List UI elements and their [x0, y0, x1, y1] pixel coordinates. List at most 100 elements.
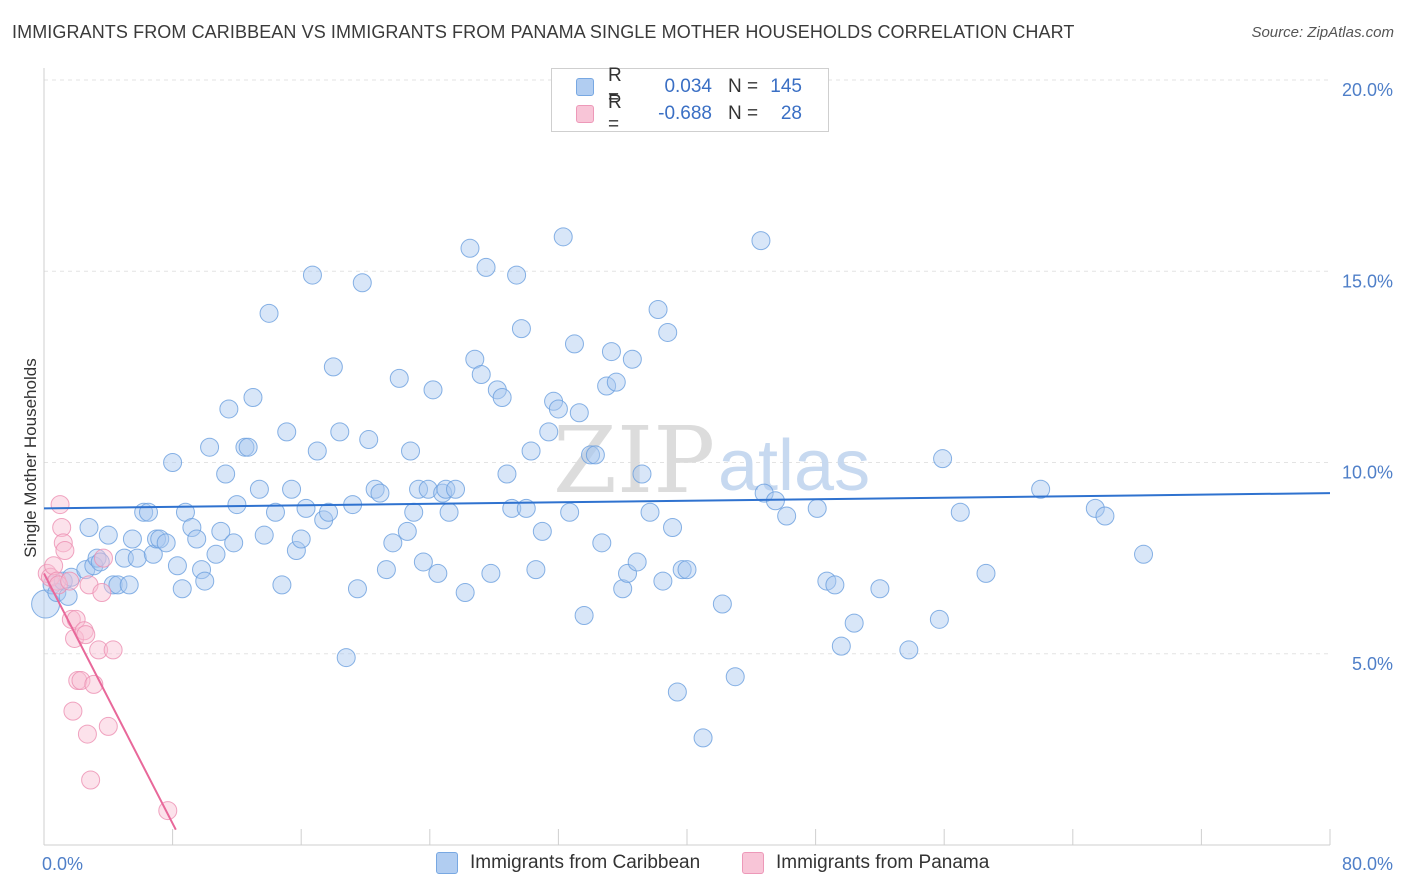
caribbean-point	[564, 334, 584, 354]
caribbean-point	[622, 349, 642, 369]
caribbean-point	[870, 579, 890, 599]
caribbean-point	[492, 387, 512, 407]
x-tick-label-min: 0.0%	[42, 854, 83, 874]
legend-swatch-caribbean	[576, 78, 594, 96]
caribbean-point	[389, 368, 409, 388]
caribbean-point	[751, 231, 771, 251]
caribbean-point	[401, 441, 421, 461]
caribbean-point	[712, 594, 732, 614]
y-tick-label: 15.0%	[1342, 271, 1393, 291]
legend-n-value: 28	[780, 103, 802, 124]
caribbean-trend-line	[43, 492, 1331, 510]
caribbean-point	[672, 560, 692, 580]
caribbean-point	[1134, 544, 1154, 564]
caribbean-point	[282, 479, 302, 499]
caribbean-point	[200, 437, 220, 457]
caribbean-point	[359, 430, 379, 450]
caribbean-point	[79, 518, 99, 538]
caribbean-point	[455, 583, 475, 603]
y-axis-label: Single Mother Households	[21, 358, 40, 557]
caribbean-point	[677, 560, 697, 580]
panama-trend-line	[43, 572, 177, 831]
caribbean-point	[423, 380, 443, 400]
caribbean-point	[291, 529, 311, 549]
caribbean-point	[446, 479, 466, 499]
caribbean-point	[597, 376, 617, 396]
caribbean-point	[330, 422, 350, 442]
y-tick-label: 10.0%	[1342, 463, 1393, 483]
caribbean-point	[548, 399, 568, 419]
legend-swatch-panama	[576, 105, 594, 123]
legend-n-value: 145	[770, 76, 802, 97]
caribbean-point	[950, 502, 970, 522]
caribbean-point	[347, 579, 367, 599]
series-legend-panama[interactable]: Immigrants from Panama	[742, 852, 989, 874]
caribbean-point	[187, 529, 207, 549]
caribbean-point	[296, 498, 316, 518]
caribbean-point	[569, 403, 589, 423]
caribbean-point	[807, 498, 827, 518]
caribbean-point	[693, 728, 713, 748]
caribbean-point	[87, 548, 107, 568]
source-label: Source: ZipAtlas.com	[1251, 24, 1394, 41]
watermark-atlas: atlas	[718, 426, 870, 506]
panama-point	[53, 533, 73, 553]
caribbean-point	[497, 464, 517, 484]
panama-point	[63, 701, 83, 721]
caribbean-point	[481, 563, 501, 583]
series-label-caribbean: Immigrants from Caribbean	[470, 852, 701, 873]
caribbean-point	[192, 560, 212, 580]
caribbean-point	[272, 575, 292, 595]
caribbean-point	[592, 533, 612, 553]
caribbean-point	[409, 479, 429, 499]
caribbean-point	[323, 357, 343, 377]
panama-point	[50, 495, 70, 515]
caribbean-point	[182, 518, 202, 538]
caribbean-point	[632, 464, 652, 484]
series-swatch-caribbean	[436, 852, 458, 874]
legend-row-panama: R = -0.688 N = 28	[576, 92, 802, 135]
panama-point	[93, 548, 113, 568]
caribbean-point	[307, 441, 327, 461]
caribbean-point	[127, 548, 147, 568]
caribbean-point	[216, 464, 236, 484]
caribbean-point	[119, 575, 139, 595]
panama-point	[44, 556, 64, 576]
caribbean-point	[476, 257, 496, 277]
caribbean-point	[436, 479, 456, 499]
caribbean-point	[433, 483, 453, 503]
caribbean-point	[653, 571, 673, 591]
caribbean-point	[1095, 506, 1115, 526]
caribbean-point	[929, 609, 949, 629]
caribbean-point	[265, 502, 285, 522]
caribbean-point	[103, 575, 123, 595]
series-swatch-panama	[742, 852, 764, 874]
caribbean-point	[511, 319, 531, 339]
axes: 5.0% 10.0% 15.0% 20.0% 0.0% 80.0%	[42, 68, 1393, 874]
caribbean-point	[553, 227, 573, 247]
caribbean-point	[976, 563, 996, 583]
caribbean-point	[601, 342, 621, 362]
legend-r-value: 0.034	[664, 76, 712, 97]
caribbean-point	[404, 502, 424, 522]
caribbean-point	[259, 303, 279, 323]
panama-point	[37, 563, 57, 583]
series-legend-caribbean[interactable]: Immigrants from Caribbean	[436, 852, 700, 874]
caribbean-point	[471, 365, 491, 385]
caribbean-point	[899, 640, 919, 660]
legend-r-label: R =	[608, 92, 622, 135]
caribbean-point	[397, 521, 417, 541]
panama-point	[103, 640, 123, 660]
caribbean-point	[831, 636, 851, 656]
caribbean-point	[224, 533, 244, 553]
panama-point	[77, 724, 97, 744]
caribbean-point	[302, 265, 322, 285]
caribbean-point	[627, 552, 647, 572]
caribbean-point	[439, 502, 459, 522]
caribbean-point	[560, 502, 580, 522]
caribbean-point	[460, 238, 480, 258]
caribbean-point	[1031, 479, 1051, 499]
caribbean-point	[507, 265, 527, 285]
caribbean-point	[933, 449, 953, 469]
caribbean-point	[667, 682, 687, 702]
